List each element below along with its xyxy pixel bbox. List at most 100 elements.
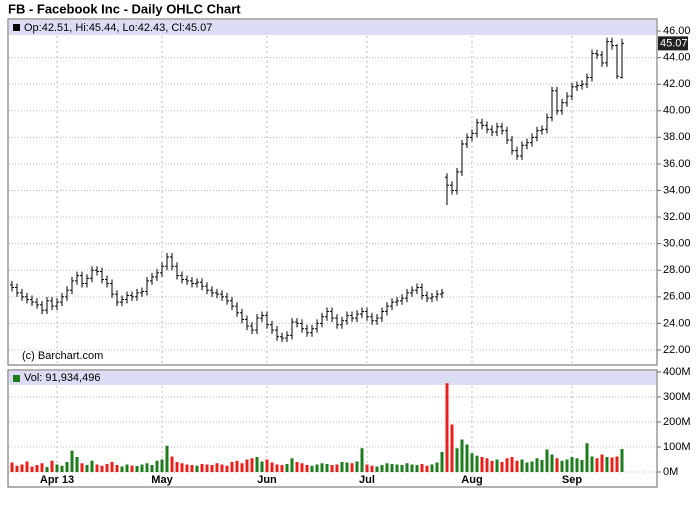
volume-bar <box>180 463 184 472</box>
volume-bar <box>320 463 324 472</box>
volume-bar <box>370 465 374 472</box>
volume-bar <box>510 457 514 472</box>
volume-bar <box>475 455 479 472</box>
volume-bar <box>40 463 44 472</box>
volume-bar <box>405 463 409 472</box>
y-tick-label: 0M <box>663 466 678 478</box>
volume-bar <box>385 463 389 472</box>
volume-bar <box>250 458 254 472</box>
volume-bar <box>565 459 569 472</box>
volume-bar <box>535 458 539 472</box>
volume-bar <box>495 459 499 472</box>
y-tick-label: 32.00 <box>663 211 691 223</box>
x-tick-label: Aug <box>461 474 482 486</box>
volume-bar <box>30 466 34 472</box>
volume-bar <box>525 462 529 472</box>
volume-bar <box>200 464 204 472</box>
y-tick-label: 38.00 <box>663 131 691 143</box>
volume-bar <box>105 464 109 472</box>
volume-bar <box>220 464 224 472</box>
volume-bar <box>500 462 504 472</box>
volume-bar <box>140 464 144 472</box>
volume-header: Vol: 91,934,496 <box>24 372 100 384</box>
volume-bar <box>595 458 599 472</box>
volume-bar <box>515 460 519 472</box>
volume-bar <box>470 453 474 472</box>
volume-bar <box>335 464 339 472</box>
volume-bar <box>555 458 559 472</box>
volume-bar <box>485 458 489 472</box>
volume-bar <box>450 424 454 472</box>
volume-header-band <box>9 371 656 385</box>
volume-bar <box>20 464 24 472</box>
volume-bar <box>430 464 434 472</box>
volume-bar <box>390 464 394 472</box>
volume-bar <box>240 463 244 472</box>
volume-bar <box>285 464 289 472</box>
volume-bar <box>110 462 114 472</box>
y-tick-label: 200M <box>663 416 691 428</box>
volume-bar <box>300 463 304 472</box>
volume-bar <box>90 460 94 472</box>
volume-bar <box>310 465 314 472</box>
volume-bar <box>235 460 239 472</box>
volume-bar <box>175 462 179 472</box>
y-tick-label: 40.00 <box>663 105 691 117</box>
volume-bar <box>590 456 594 472</box>
volume-bar <box>480 457 484 472</box>
volume-bar <box>340 462 344 472</box>
volume-bar <box>540 460 544 472</box>
volume-bar <box>600 454 604 472</box>
last-price-box <box>658 36 688 51</box>
volume-bar <box>255 457 259 472</box>
price-header: Op:42.51, Hi:45.44, Lo:42.43, Cl:45.07 <box>24 22 212 34</box>
volume-bar <box>490 460 494 472</box>
volume-bar <box>610 457 614 472</box>
volume-bar <box>215 463 219 472</box>
volume-bar <box>550 454 554 472</box>
y-tick-label: 30.00 <box>663 238 691 250</box>
volume-bar <box>190 465 194 472</box>
volume-bar <box>120 466 124 472</box>
volume-bar <box>230 462 234 472</box>
y-tick-label: 26.00 <box>663 291 691 303</box>
volume-bar <box>275 464 279 472</box>
watermark: (c) Barchart.com <box>22 350 103 362</box>
volume-bar <box>95 464 99 472</box>
y-tick-label: 400M <box>663 366 691 378</box>
y-tick-label: 28.00 <box>663 264 691 276</box>
x-tick-label: May <box>151 474 173 486</box>
volume-bar <box>50 460 54 472</box>
volume-bar <box>15 465 19 472</box>
x-tick-label: Sep <box>562 474 582 486</box>
volume-bar <box>265 459 269 472</box>
volume-bar <box>205 464 209 472</box>
volume-bar <box>315 464 319 472</box>
volume-bar <box>415 465 419 472</box>
volume-bar <box>440 452 444 472</box>
volume-bar <box>530 461 534 472</box>
volume-bar <box>465 444 469 472</box>
volume-bar <box>455 448 459 472</box>
volume-bar <box>165 445 169 472</box>
volume-bar <box>125 464 129 472</box>
volume-bar <box>145 463 149 472</box>
y-tick-label: 44.00 <box>663 51 691 63</box>
volume-bar <box>330 465 334 472</box>
volume-bar <box>135 466 139 472</box>
volume-bar <box>545 449 549 472</box>
volume-bar <box>85 465 89 472</box>
volume-bar <box>115 465 119 472</box>
volume-bar <box>460 439 464 472</box>
volume-bar <box>170 456 174 472</box>
volume-bar <box>520 459 524 472</box>
volume-bar <box>355 461 359 472</box>
volume-bar <box>290 458 294 472</box>
volume-bar <box>80 463 84 472</box>
volume-bar <box>45 467 49 472</box>
y-tick-label: 100M <box>663 441 691 453</box>
volume-bar <box>210 465 214 472</box>
